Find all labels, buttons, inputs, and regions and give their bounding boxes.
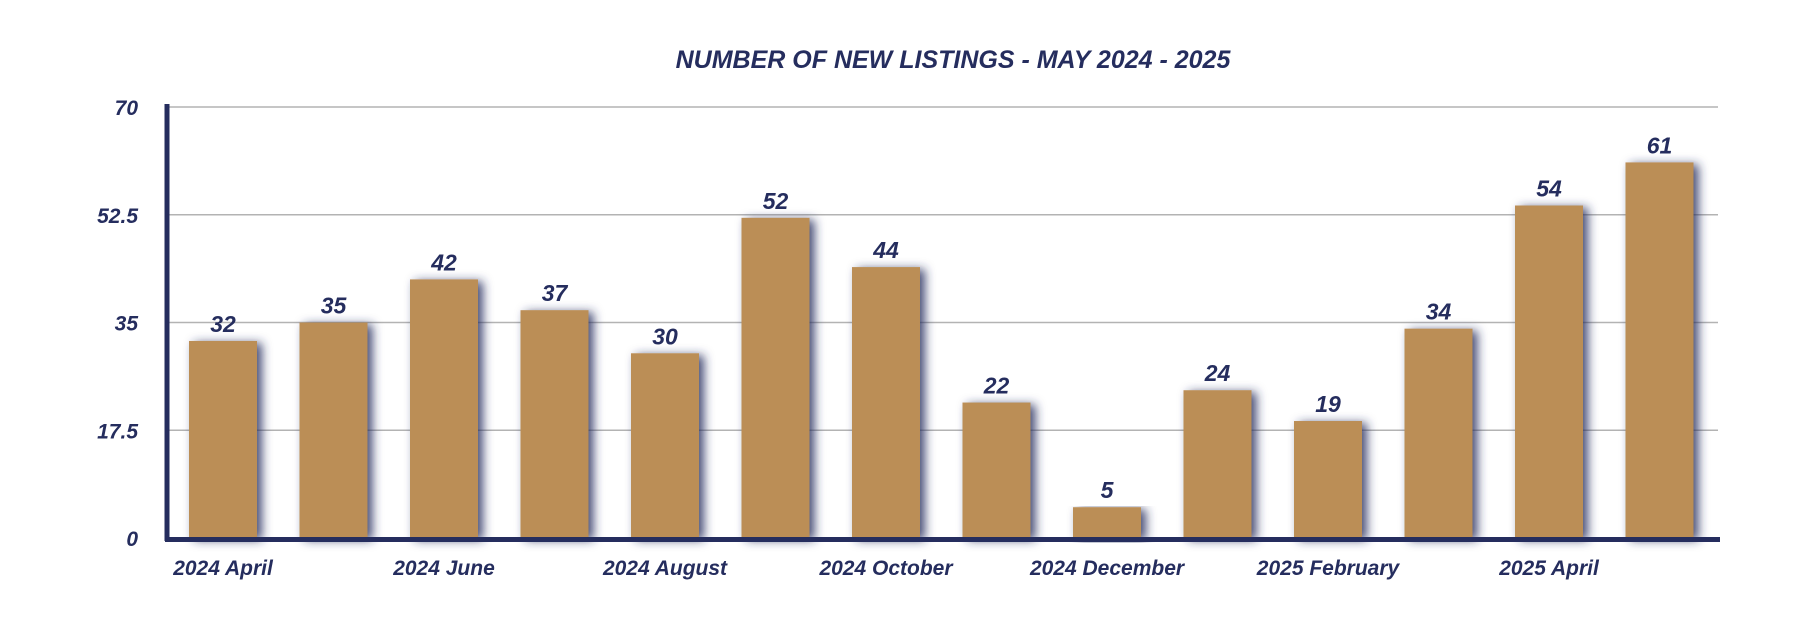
y-tick-label: 0 — [126, 528, 138, 551]
data-label: 42 — [430, 249, 457, 275]
y-tick-label: 52.5 — [97, 205, 138, 228]
bar — [1073, 507, 1141, 538]
bar — [741, 217, 810, 539]
bar — [299, 322, 368, 538]
chart-title: NUMBER OF NEW LISTINGS - MAY 2024 - 2025 — [676, 46, 1232, 74]
bar — [631, 353, 699, 538]
bar — [1183, 390, 1252, 538]
gridlines — [168, 106, 1718, 431]
bar — [1294, 421, 1362, 538]
x-tick-label: 2024 August — [602, 557, 728, 580]
data-label: 54 — [1536, 176, 1562, 202]
bar — [410, 279, 478, 538]
data-label: 44 — [872, 237, 899, 263]
data-label: 30 — [652, 323, 678, 349]
data-label: 22 — [983, 373, 1010, 399]
data-label: 5 — [1101, 477, 1115, 503]
x-tick-label: 2024 October — [818, 557, 954, 580]
data-label: 37 — [542, 280, 569, 306]
x-tick-label: 2025 February — [1256, 557, 1401, 580]
data-label: 34 — [1426, 299, 1452, 325]
bar — [1404, 328, 1473, 538]
data-label: 61 — [1647, 132, 1673, 158]
data-label: 35 — [321, 293, 348, 319]
y-tick-label: 70 — [115, 97, 139, 120]
bar — [962, 402, 1031, 538]
bar — [1515, 205, 1583, 538]
bar — [852, 267, 920, 538]
y-tick-label: 35 — [115, 313, 139, 336]
y-tick-label: 17.5 — [97, 420, 138, 443]
data-labels: 32 35 42 37 30 52 44 22 5 24 19 34 54 61 — [210, 132, 1672, 503]
x-tick-label: 2024 June — [392, 557, 495, 580]
x-tick-label: 2024 April — [172, 557, 274, 580]
bar — [1625, 162, 1694, 538]
data-label: 32 — [210, 311, 236, 337]
x-axis-tick-labels: 2024 April 2024 June 2024 August 2024 Octob… — [172, 557, 1600, 580]
bars — [189, 162, 1694, 539]
bar — [189, 340, 257, 538]
x-tick-label: 2025 April — [1498, 557, 1600, 580]
axes — [164, 104, 1720, 542]
data-label: 19 — [1315, 391, 1341, 417]
x-tick-label: 2024 December — [1029, 557, 1186, 580]
data-label: 52 — [763, 188, 789, 214]
y-axis-tick-labels: 0 17.5 35 52.5 70 — [97, 97, 138, 551]
bar — [520, 310, 589, 538]
data-label: 24 — [1204, 360, 1231, 386]
